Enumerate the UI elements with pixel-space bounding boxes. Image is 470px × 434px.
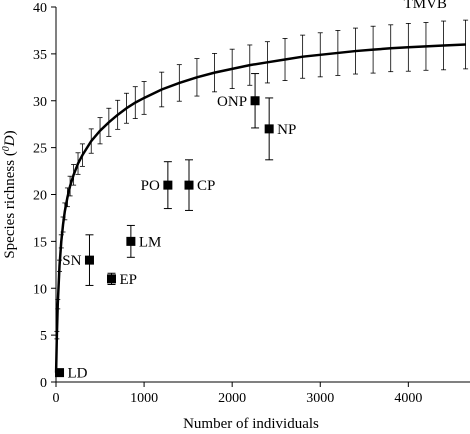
y-ticks: 0 5 10 15 20 25 30 35 40 [33, 1, 56, 391]
y-tick-label: 0 [40, 376, 47, 391]
y-axis-title-var: D [2, 135, 18, 147]
point-label: CP [197, 178, 215, 194]
y-tick-label: 25 [33, 142, 47, 157]
point-marker [84, 255, 94, 265]
x-ticks: 0 1000 2000 3000 4000 [53, 382, 422, 406]
point-marker [106, 274, 116, 284]
y-axis-title-main: Species richness ( [2, 151, 18, 258]
point-label: LD [68, 366, 88, 382]
data-points: LD SN EP LM PO CP ONP NP [55, 73, 296, 382]
rarefaction-curve-line [54, 43, 466, 373]
y-tick-label: 20 [33, 189, 47, 204]
x-tick-label: 2000 [218, 391, 246, 406]
point-marker [184, 180, 194, 190]
point-label: EP [119, 272, 137, 288]
point-marker [163, 180, 173, 190]
y-tick-label: 30 [33, 95, 47, 110]
y-tick-label: 40 [33, 1, 47, 16]
curve-label: TMVB [404, 0, 447, 12]
x-tick-label: 4000 [394, 391, 422, 406]
y-tick-label: 5 [40, 329, 47, 344]
point-marker [250, 96, 260, 106]
y-axis-title: Species richness (0D) [1, 130, 19, 258]
point-label: PO [141, 178, 160, 194]
point-marker [55, 368, 65, 378]
point-label: LM [139, 234, 162, 250]
point-marker [126, 236, 136, 246]
y-axis-title-end: ) [2, 130, 18, 135]
y-tick-label: 10 [33, 282, 47, 297]
y-tick-label: 35 [33, 48, 47, 63]
x-tick-label: 1000 [130, 391, 158, 406]
curve-error-bars [54, 19, 469, 340]
point-label: NP [277, 122, 296, 138]
point-marker [264, 124, 274, 134]
x-tick-label: 0 [53, 391, 60, 406]
point-label: SN [62, 253, 81, 269]
x-axis-title: Number of individuals [183, 416, 319, 432]
x-tick-label: 3000 [306, 391, 334, 406]
y-tick-label: 15 [33, 235, 47, 250]
point-label: ONP [217, 94, 247, 110]
y-axis-title-sup: 0 [1, 146, 12, 151]
